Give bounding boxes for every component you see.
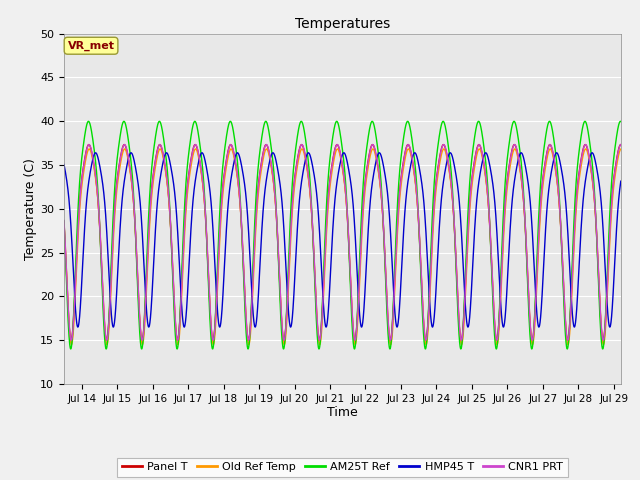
HMP45 T [518,151,526,156]
Legend: Panel T, Old Ref Temp, AM25T Ref, HMP45 T, CNR1 PRT: Panel T, Old Ref Temp, AM25T Ref, HMP45 … [117,457,568,477]
AM25T Ref [161,147,169,153]
Old Ref Temp [511,146,518,152]
Line: AM25T Ref: AM25T Ref [64,121,621,349]
HMP45 T [234,150,241,156]
Panel T [476,142,483,148]
Line: HMP45 T: HMP45 T [64,153,621,327]
Old Ref Temp [422,342,430,348]
HMP45 T [617,178,625,184]
CNR1 PRT [422,337,430,343]
CNR1 PRT [60,217,68,223]
HMP45 T [422,236,430,242]
HMP45 T [394,320,402,325]
Title: Temperatures: Temperatures [295,17,390,31]
CNR1 PRT [394,214,402,220]
Panel T [60,221,68,227]
AM25T Ref [617,119,625,124]
Panel T [161,164,169,170]
CNR1 PRT [564,337,572,343]
Old Ref Temp [617,146,625,152]
AM25T Ref [546,119,554,124]
Panel T [394,211,402,217]
Old Ref Temp [273,218,280,224]
AM25T Ref [60,218,68,224]
Old Ref Temp [60,219,68,225]
Old Ref Temp [394,222,402,228]
Y-axis label: Temperature (C): Temperature (C) [24,158,37,260]
CNR1 PRT [476,142,483,147]
CNR1 PRT [161,163,169,168]
HMP45 T [273,163,281,168]
HMP45 T [476,173,483,179]
Old Ref Temp [476,146,483,152]
Old Ref Temp [161,166,169,172]
AM25T Ref [518,167,525,172]
HMP45 T [145,324,152,330]
AM25T Ref [476,120,483,125]
AM25T Ref [273,217,280,223]
CNR1 PRT [617,142,625,147]
AM25T Ref [422,344,430,349]
CNR1 PRT [273,217,280,223]
HMP45 T [60,162,68,168]
Old Ref Temp [600,342,607,348]
Line: CNR1 PRT: CNR1 PRT [64,144,621,340]
Text: VR_met: VR_met [68,41,115,51]
CNR1 PRT [476,142,483,148]
Panel T [518,179,525,185]
Line: Old Ref Temp: Old Ref Temp [64,149,621,345]
CNR1 PRT [518,178,525,184]
Panel T [617,142,625,147]
X-axis label: Time: Time [327,407,358,420]
AM25T Ref [394,193,402,199]
Old Ref Temp [518,181,525,187]
AM25T Ref [457,346,465,352]
Panel T [528,337,536,343]
Panel T [273,220,280,226]
Line: Panel T: Panel T [64,144,621,340]
Panel T [422,337,430,343]
HMP45 T [161,151,169,157]
